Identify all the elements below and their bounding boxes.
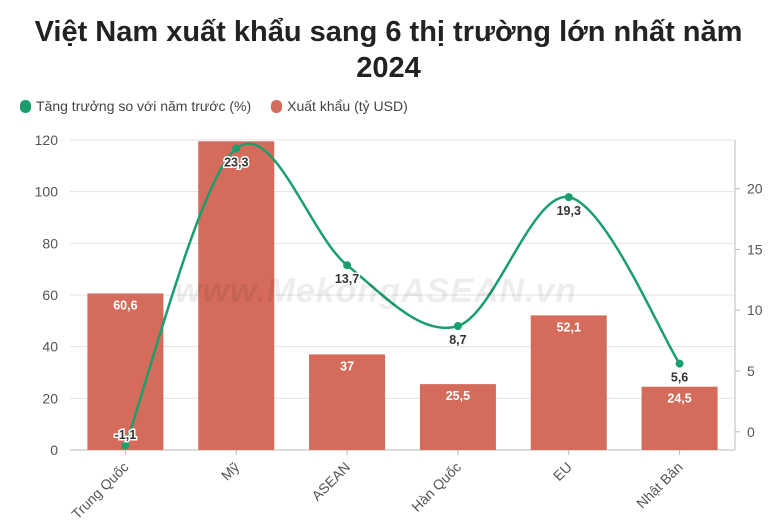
growth-label-halo: 23,3 — [224, 156, 248, 170]
y-right-tick-label: 5 — [747, 363, 755, 379]
x-tick-label: ASEAN — [308, 459, 353, 504]
bar-data-label: 37 — [340, 359, 354, 373]
growth-line — [124, 142, 681, 446]
growth-point — [343, 261, 352, 270]
watermark: www.MekongASEAN.vn — [175, 272, 578, 310]
bar-data-label: 52,1 — [557, 320, 581, 334]
legend-label-growth: Tăng trưởng so với năm trước (%) — [36, 98, 252, 114]
chart-title: Việt Nam xuất khẩu sang 6 thị trường lớn… — [34, 16, 743, 84]
growth-label-halo: 8,7 — [449, 333, 466, 347]
growth-label-halo: -1,1 — [115, 428, 137, 442]
legend-item-export[interactable]: Xuất khẩu (tỷ USD) — [271, 98, 408, 114]
bar — [530, 315, 607, 450]
bar — [87, 293, 164, 450]
growth-label-halo: 5,6 — [671, 371, 688, 385]
x-tick-label: Hàn Quốc — [408, 459, 464, 515]
growth-data-label: 23,3 — [224, 156, 248, 170]
growth-point — [232, 144, 241, 153]
x-tick-label: EU — [550, 459, 575, 484]
y-left-tick-label: 20 — [42, 390, 58, 406]
y-right-tick-label: 20 — [747, 181, 763, 197]
y-left-tick-label: 0 — [50, 442, 58, 458]
legend: Tăng trưởng so với năm trước (%) Xuất kh… — [20, 98, 408, 114]
x-tick-label: Mỹ — [218, 459, 243, 484]
y-right-tick-label: 15 — [747, 241, 763, 257]
x-tick-label: Trung Quốc — [68, 459, 131, 522]
growth-point — [453, 322, 462, 330]
growth-data-label: 19,3 — [557, 204, 581, 218]
bar — [198, 141, 275, 450]
growth-point — [675, 359, 684, 368]
bar — [641, 386, 718, 450]
bar-data-label: 24,5 — [667, 392, 691, 406]
growth-point — [121, 441, 130, 450]
growth-data-label: 8,7 — [449, 333, 466, 347]
y-left-tick-label: 60 — [42, 287, 58, 303]
y-right-tick-label: 0 — [747, 424, 755, 440]
bar — [419, 384, 496, 450]
growth-label-halo: 19,3 — [557, 204, 581, 218]
bar-data-label: 25,5 — [446, 389, 470, 403]
bar — [309, 354, 386, 450]
y-left-tick-label: 40 — [42, 339, 58, 355]
legend-swatch-export — [271, 99, 283, 113]
growth-point — [564, 193, 573, 202]
y-left-tick-label: 100 — [35, 184, 59, 200]
growth-data-label: 5,6 — [671, 371, 688, 385]
growth-data-label: 13,7 — [335, 272, 359, 286]
y-left-tick-label: 80 — [42, 235, 58, 251]
legend-item-growth[interactable]: Tăng trưởng so với năm trước (%) — [20, 98, 251, 114]
y-left-tick-label: 120 — [35, 132, 59, 148]
legend-label-export: Xuất khẩu (tỷ USD) — [287, 98, 408, 114]
growth-data-label: -1,1 — [115, 428, 137, 442]
y-right-tick-label: 10 — [747, 302, 763, 318]
legend-swatch-growth — [20, 99, 31, 113]
growth-label-halo: 13,7 — [335, 272, 359, 286]
bar-data-label: 60,6 — [113, 298, 137, 312]
x-tick-label: Nhật Bản — [633, 459, 686, 512]
